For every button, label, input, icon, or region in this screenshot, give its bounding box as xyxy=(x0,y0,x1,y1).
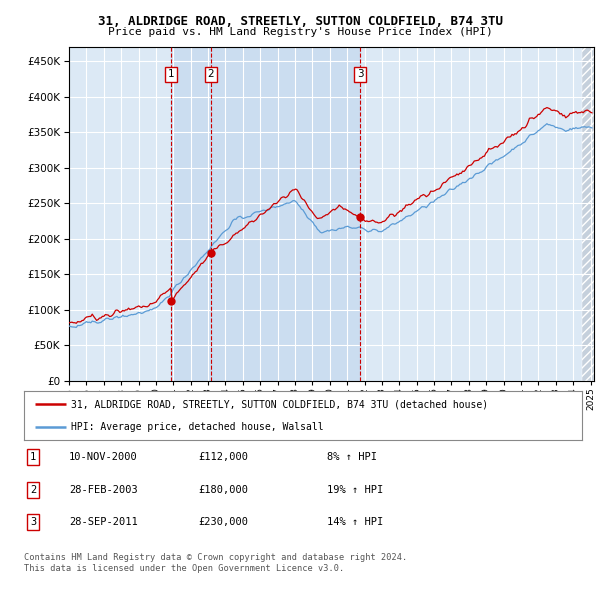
Text: HPI: Average price, detached house, Walsall: HPI: Average price, detached house, Wals… xyxy=(71,422,324,432)
Text: 19% ↑ HPI: 19% ↑ HPI xyxy=(327,485,383,494)
Text: This data is licensed under the Open Government Licence v3.0.: This data is licensed under the Open Gov… xyxy=(24,565,344,573)
Text: 1: 1 xyxy=(168,69,175,79)
Bar xyxy=(171,47,211,381)
Text: 14% ↑ HPI: 14% ↑ HPI xyxy=(327,517,383,527)
Text: 28-SEP-2011: 28-SEP-2011 xyxy=(69,517,138,527)
Text: 31, ALDRIDGE ROAD, STREETLY, SUTTON COLDFIELD, B74 3TU (detached house): 31, ALDRIDGE ROAD, STREETLY, SUTTON COLD… xyxy=(71,399,488,409)
Text: 3: 3 xyxy=(30,517,36,527)
Text: 28-FEB-2003: 28-FEB-2003 xyxy=(69,485,138,494)
Text: £112,000: £112,000 xyxy=(198,453,248,462)
Text: Price paid vs. HM Land Registry's House Price Index (HPI): Price paid vs. HM Land Registry's House … xyxy=(107,27,493,37)
Text: 2: 2 xyxy=(30,485,36,494)
Text: 31, ALDRIDGE ROAD, STREETLY, SUTTON COLDFIELD, B74 3TU: 31, ALDRIDGE ROAD, STREETLY, SUTTON COLD… xyxy=(97,15,503,28)
Text: £230,000: £230,000 xyxy=(198,517,248,527)
Bar xyxy=(211,47,360,381)
Text: 8% ↑ HPI: 8% ↑ HPI xyxy=(327,453,377,462)
Text: 2: 2 xyxy=(208,69,214,79)
Text: 3: 3 xyxy=(357,69,364,79)
Text: 10-NOV-2000: 10-NOV-2000 xyxy=(69,453,138,462)
Text: 1: 1 xyxy=(30,453,36,462)
Text: Contains HM Land Registry data © Crown copyright and database right 2024.: Contains HM Land Registry data © Crown c… xyxy=(24,553,407,562)
Text: £180,000: £180,000 xyxy=(198,485,248,494)
